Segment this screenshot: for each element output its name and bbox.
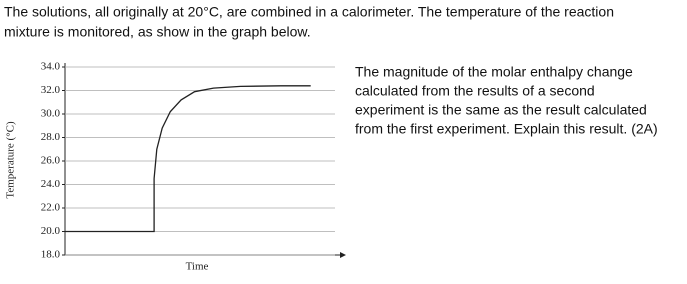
y-tick-label: 26.0 [41, 155, 61, 167]
intro-line: The solutions, all originally at 20°C, a… [4, 4, 614, 20]
y-tick-label: 32.0 [41, 84, 61, 96]
data-line [65, 85, 311, 233]
y-tick-label: 22.0 [41, 202, 61, 214]
question-line: from the first experiment. Explain this … [355, 121, 658, 137]
question-line: calculated from the results of a second [355, 83, 595, 99]
y-tick-label: 24.0 [41, 178, 61, 190]
question-line: The magnitude of the molar enthalpy chan… [355, 64, 633, 80]
x-axis-label: Time [186, 261, 209, 273]
y-tick-label: 20.0 [41, 225, 61, 237]
axis-arrow [340, 252, 346, 258]
y-tick-label: 34.0 [41, 61, 61, 73]
question-line: experiment is the same as the result cal… [355, 102, 647, 118]
y-tick-label: 28.0 [41, 131, 61, 143]
y-tick-label: 18.0 [41, 249, 61, 261]
y-axis-label: Temperature (°C) [5, 121, 17, 199]
intro-line: mixture is monitored, as show in the gra… [4, 24, 311, 40]
y-tick-label: 30.0 [41, 108, 61, 120]
